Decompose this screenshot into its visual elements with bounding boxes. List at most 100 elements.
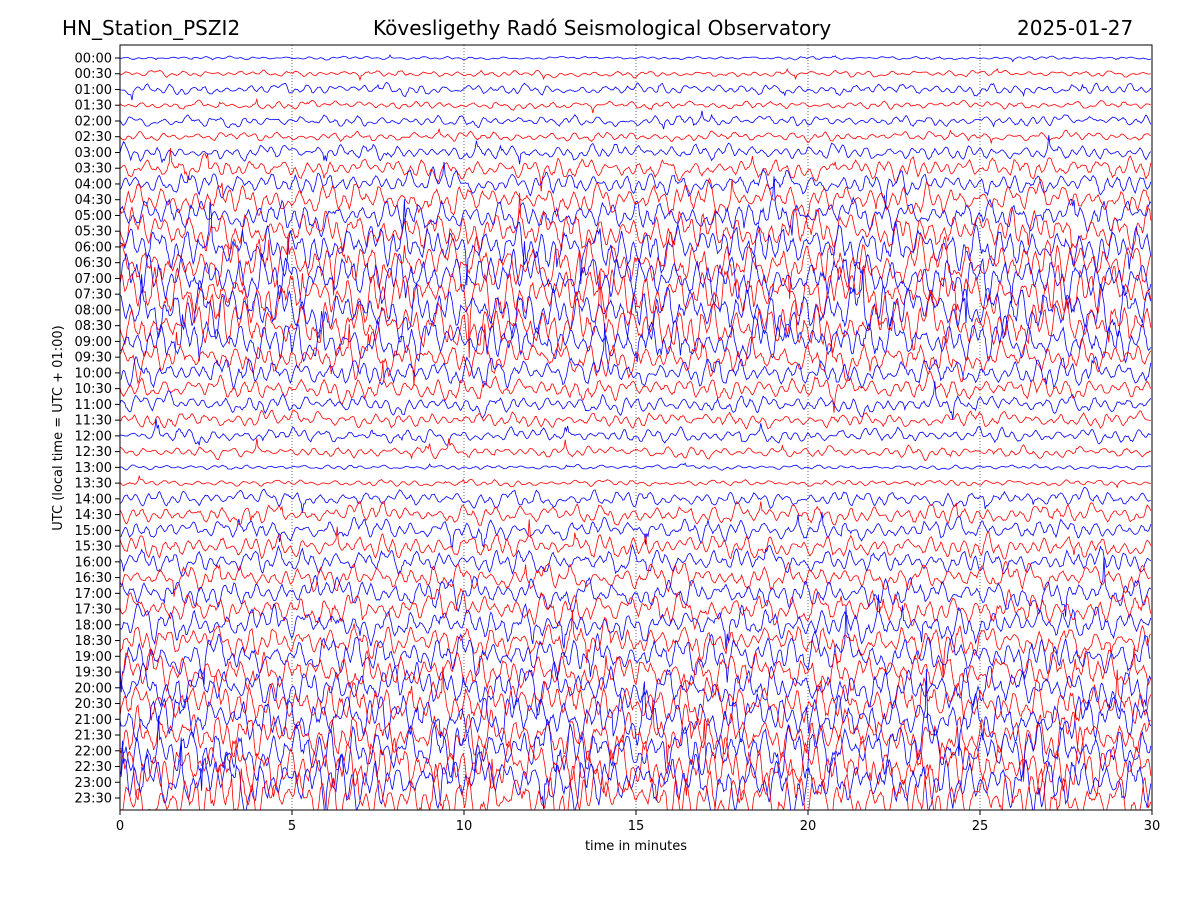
- y-tick-label: 06:30: [75, 256, 112, 271]
- y-tick-label: 19:00: [75, 650, 112, 665]
- y-tick-label: 01:00: [75, 83, 112, 98]
- trace-1400: [120, 486, 1151, 514]
- trace-1700: [120, 556, 1152, 617]
- y-tick-label: 13:30: [75, 477, 112, 492]
- trace-1730: [120, 587, 1152, 631]
- y-tick-label: 14:00: [75, 492, 112, 507]
- y-tick-label: 09:30: [75, 351, 112, 366]
- y-tick-label: 23:30: [75, 792, 112, 807]
- y-tick-label: 18:00: [75, 618, 112, 633]
- y-tick-label: 06:00: [75, 240, 112, 255]
- station-title: HN_Station_PSZI2: [62, 16, 241, 40]
- y-tick-label: 11:30: [75, 414, 112, 429]
- chart-title: Kövesligethy Radó Seismological Observat…: [373, 16, 832, 40]
- trace-0100: [120, 81, 1152, 101]
- x-tick-label: 15: [628, 819, 645, 834]
- y-tick-label: 00:30: [75, 67, 112, 82]
- trace-2330: [122, 758, 1152, 810]
- y-tick-label: 14:30: [75, 508, 112, 523]
- y-tick-label: 12:30: [75, 445, 112, 460]
- trace-1430: [120, 500, 1152, 526]
- y-tick-label: 10:00: [75, 366, 112, 381]
- y-tick-label: 10:30: [75, 382, 112, 397]
- trace-2230: [120, 719, 1152, 802]
- y-tick-label: 09:00: [75, 335, 112, 350]
- x-tick-label: 25: [972, 819, 989, 834]
- y-tick-label: 17:00: [75, 587, 112, 602]
- y-tick-label: 17:30: [75, 603, 112, 618]
- y-tick-label: 16:30: [75, 571, 112, 586]
- trace-2100: [120, 681, 1152, 757]
- trace-0000: [120, 54, 1152, 63]
- y-tick-label: 21:30: [75, 729, 112, 744]
- trace-1130: [120, 409, 1151, 430]
- trace-1930: [120, 647, 1152, 697]
- y-axis-label: UTC (local time = UTC + 01:00): [51, 325, 66, 530]
- trace-2130: [120, 698, 1151, 782]
- trace-1600: [120, 543, 1152, 577]
- trace-1330: [120, 474, 1151, 489]
- y-tick-label: 08:30: [75, 319, 112, 334]
- y-tick-label: 23:00: [75, 776, 112, 791]
- date-title: 2025-01-27: [1017, 16, 1134, 40]
- trace-1830: [120, 610, 1152, 677]
- y-tick-label: 13:00: [75, 461, 112, 476]
- trace-2300: [120, 737, 1152, 810]
- trace-1900: [120, 606, 1151, 693]
- trace-0200: [120, 110, 1152, 130]
- trace-0330: [120, 147, 1152, 192]
- y-tick-label: 04:00: [75, 177, 112, 192]
- trace-1800: [120, 594, 1152, 650]
- trace-2000: [120, 660, 1152, 716]
- y-tick-label: 18:30: [75, 634, 112, 649]
- y-tick-label: 15:30: [75, 540, 112, 555]
- y-tick-label: 22:00: [75, 744, 112, 759]
- trace-0430: [120, 177, 1152, 221]
- y-tick-label: 01:30: [75, 99, 112, 114]
- y-tick-label: 19:30: [75, 666, 112, 681]
- y-tick-label: 15:00: [75, 524, 112, 539]
- trace-0530: [120, 192, 1152, 252]
- y-tick-label: 11:00: [75, 398, 112, 413]
- x-tick-label: 20: [800, 819, 817, 834]
- trace-0700: [120, 241, 1152, 324]
- trace-1500: [120, 511, 1152, 549]
- y-tick-label: 20:30: [75, 697, 112, 712]
- trace-0500: [120, 176, 1152, 238]
- trace-0830: [120, 271, 1152, 353]
- y-tick-label: 03:30: [75, 162, 112, 177]
- x-axis-label: time in minutes: [585, 839, 687, 854]
- trace-0230: [120, 128, 1151, 145]
- y-tick-label: 16:00: [75, 555, 112, 570]
- y-tick-label: 03:00: [75, 146, 112, 161]
- x-tick-label: 0: [116, 819, 124, 834]
- trace-0630: [120, 231, 1152, 299]
- y-tick-label: 07:30: [75, 288, 112, 303]
- trace-0600: [120, 199, 1152, 286]
- trace-0930: [120, 323, 1152, 386]
- trace-1000: [120, 323, 1152, 390]
- trace-0300: [120, 135, 1152, 165]
- trace-0730: [120, 264, 1152, 358]
- y-tick-label: 22:30: [75, 760, 112, 775]
- y-tick-label: 00:00: [75, 52, 112, 67]
- y-tick-label: 02:00: [75, 114, 112, 129]
- y-tick-label: 05:30: [75, 225, 112, 240]
- trace-2200: [120, 668, 1152, 791]
- y-tick-label: 07:00: [75, 272, 112, 287]
- trace-2030: [120, 666, 1152, 729]
- trace-0030: [120, 67, 1151, 82]
- trace-1300: [120, 462, 1151, 471]
- y-tick-label: 04:30: [75, 193, 112, 208]
- trace-1530: [120, 519, 1152, 560]
- trace-1230: [120, 438, 1152, 462]
- trace-1100: [120, 381, 1152, 420]
- y-tick-label: 12:00: [75, 429, 112, 444]
- y-tick-label: 21:00: [75, 713, 112, 728]
- x-tick-label: 10: [456, 819, 473, 834]
- x-tick-label: 5: [288, 819, 296, 834]
- trace-1200: [120, 418, 1152, 446]
- trace-1030: [120, 361, 1152, 413]
